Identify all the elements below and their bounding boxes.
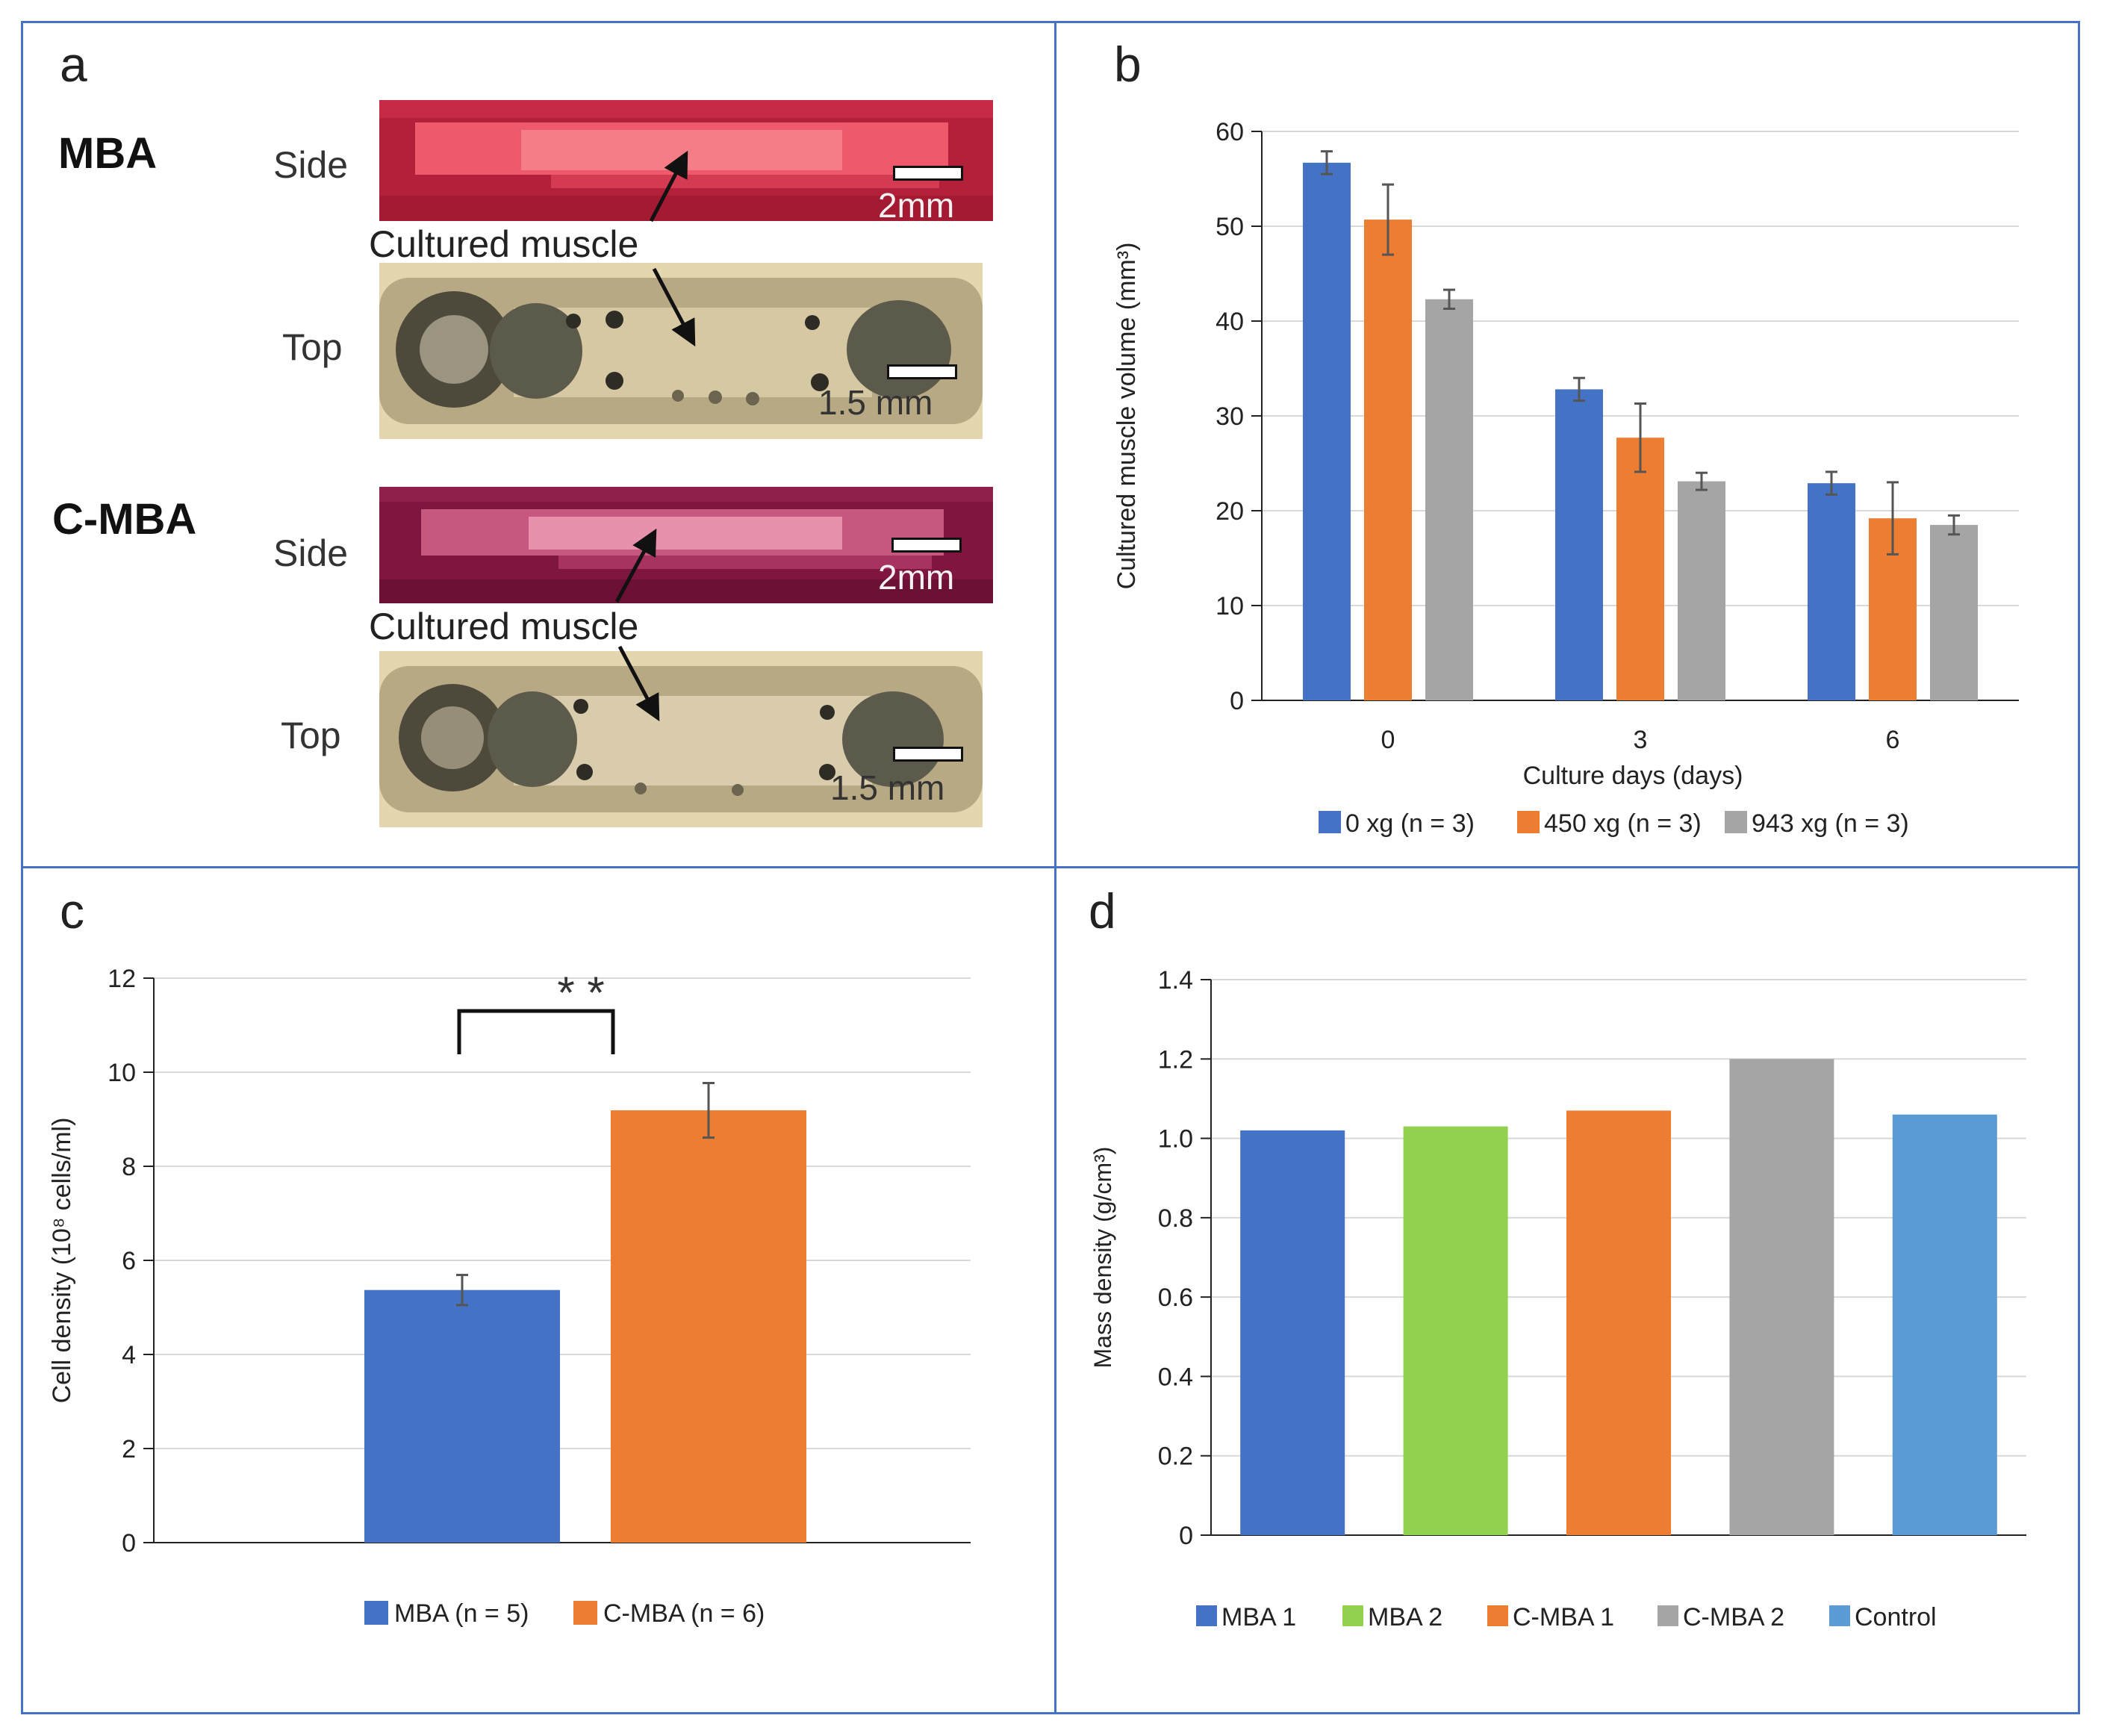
cmba-title: C-MBA: [52, 495, 197, 544]
chart-b-xtick-label: 6: [1886, 726, 1900, 754]
chart-b-ytick-label: 20: [1216, 497, 1244, 526]
chart-d-ytick-label: 0: [1179, 1522, 1193, 1550]
cmba-top-label: Top: [281, 715, 341, 756]
chart-d-legend-label: MBA 2: [1368, 1603, 1442, 1631]
chart-d-legend-label: MBA 1: [1221, 1603, 1296, 1631]
chart-c-significance-bracket: [457, 1009, 615, 1054]
chart-c-bar: [364, 1289, 560, 1543]
mba-title: MBA: [58, 129, 158, 178]
chart-b-legend-label: 0 xg (n = 3): [1345, 809, 1475, 838]
chart-c-legend-swatch: [364, 1601, 388, 1625]
panel-a-letter: a: [60, 37, 87, 92]
mba-cultured-muscle-label: Cultured muscle: [369, 223, 639, 265]
chart-c-ytick-label: 2: [122, 1435, 136, 1463]
chart-b-bar: [1616, 438, 1664, 700]
chart-b-bar: [1930, 525, 1978, 700]
chart-d-bar: [1892, 1114, 1997, 1535]
cmba-side-scale-bar: [891, 538, 962, 553]
cmba-top-photo: [379, 651, 983, 827]
panel-d-letter: d: [1089, 883, 1116, 939]
chart-c-ytick-label: 6: [122, 1247, 136, 1275]
chart-b-ytick-label: 10: [1216, 592, 1244, 620]
mba-top-arrow: [652, 267, 696, 347]
chart-d-legend-swatch: [1658, 1605, 1678, 1626]
chart-c-ytick-label: 4: [122, 1341, 136, 1369]
chart-b-xtick-label: 0: [1381, 726, 1395, 754]
chart-d-ytick-label: 0.4: [1158, 1363, 1193, 1391]
chart-b-bar: [1364, 220, 1412, 700]
chart-d-ytick-label: 0.6: [1158, 1284, 1193, 1312]
chart-b-bar: [1425, 299, 1473, 700]
cmba-side-photo: [379, 487, 993, 603]
chart-d-ytick-label: 0.8: [1158, 1204, 1193, 1233]
chart-b-ytick-label: 30: [1216, 402, 1244, 431]
chart-b-ylabel: Cultured muscle volume (mm³): [1112, 243, 1141, 590]
cmba-cultured-muscle-label: Cultured muscle: [369, 606, 639, 647]
chart-d-legend-swatch: [1829, 1605, 1850, 1626]
chart-b-ytick-label: 50: [1216, 213, 1244, 241]
chart-b-legend-swatch: [1725, 811, 1747, 833]
chart-b-ytick-label: 0: [1230, 687, 1244, 715]
chart-b-ytick-label: 60: [1216, 118, 1244, 146]
mba-side-label: Side: [273, 144, 349, 186]
chart-b-bar: [1555, 389, 1603, 700]
cmba-side-arrow: [614, 528, 657, 603]
chart-c-legend-label: MBA (n = 5): [394, 1599, 529, 1628]
chart-c-ytick-label: 0: [122, 1529, 136, 1558]
chart-b-bar: [1808, 483, 1855, 700]
chart-d-ytick-label: 1.2: [1158, 1045, 1193, 1074]
chart-b-legend-label: 943 xg (n = 3): [1752, 809, 1909, 838]
chart-b-legend-swatch: [1517, 811, 1540, 833]
chart-c-bar: [611, 1110, 806, 1543]
chart-d-ytick-label: 0.2: [1158, 1443, 1193, 1471]
chart-b-legend-swatch: [1319, 811, 1341, 833]
chart-c-ylabel: Cell density (10⁸ cells/ml): [48, 1118, 76, 1404]
chart-d-ylabel: Mass density (g/cm³): [1089, 1147, 1116, 1369]
cmba-side-label: Side: [273, 532, 349, 574]
mba-side-scale-bar: [893, 166, 963, 181]
chart-d-ytick-label: 1.4: [1158, 966, 1193, 995]
chart-c-significance-label: * *: [557, 968, 604, 1018]
mba-side-arrow: [649, 150, 688, 223]
chart-b-bar: [1303, 162, 1351, 700]
panel-b-letter: b: [1114, 37, 1142, 92]
chart-d-bar: [1566, 1110, 1671, 1535]
cmba-side-scale-text: 2mm: [878, 558, 955, 597]
mba-top-scale-text: 1.5 mm: [818, 383, 933, 422]
mba-side-scale-text: 2mm: [878, 186, 955, 225]
mba-top-photo: [379, 263, 983, 439]
panel-c-letter: c: [60, 883, 84, 939]
chart-d-legend-swatch: [1487, 1605, 1508, 1626]
chart-c-ytick-label: 10: [108, 1059, 136, 1087]
chart-b-xlabel: Culture days (days): [1523, 762, 1743, 790]
panel-divider-horizontal: [21, 866, 2080, 868]
cmba-top-scale-text: 1.5 mm: [830, 768, 945, 807]
chart-b-ytick-label: 40: [1216, 308, 1244, 336]
mba-top-scale-bar: [887, 364, 957, 379]
mba-top-label: Top: [282, 326, 343, 368]
chart-d-bar: [1240, 1130, 1345, 1535]
chart-d-legend-swatch: [1342, 1605, 1363, 1626]
chart-d-ytick-label: 1.0: [1158, 1125, 1193, 1154]
chart-d-legend-swatch: [1196, 1605, 1217, 1626]
chart-d-bar: [1729, 1059, 1834, 1535]
chart-c-legend-swatch: [573, 1601, 597, 1625]
chart-d-legend-label: C-MBA 1: [1513, 1603, 1614, 1631]
chart-c-legend-label: C-MBA (n = 6): [603, 1599, 765, 1628]
chart-d-bar: [1403, 1126, 1508, 1535]
chart-d-legend-label: Control: [1855, 1603, 1937, 1631]
cmba-top-arrow: [617, 645, 660, 722]
chart-d-legend-label: C-MBA 2: [1683, 1603, 1784, 1631]
chart-b-xtick-label: 3: [1634, 726, 1648, 754]
chart-c-ytick-label: 12: [108, 965, 136, 993]
cmba-top-scale-bar: [893, 747, 963, 762]
chart-b-bar: [1678, 481, 1725, 700]
chart-c-ytick-label: 8: [122, 1153, 136, 1181]
chart-b-legend-label: 450 xg (n = 3): [1544, 809, 1702, 838]
